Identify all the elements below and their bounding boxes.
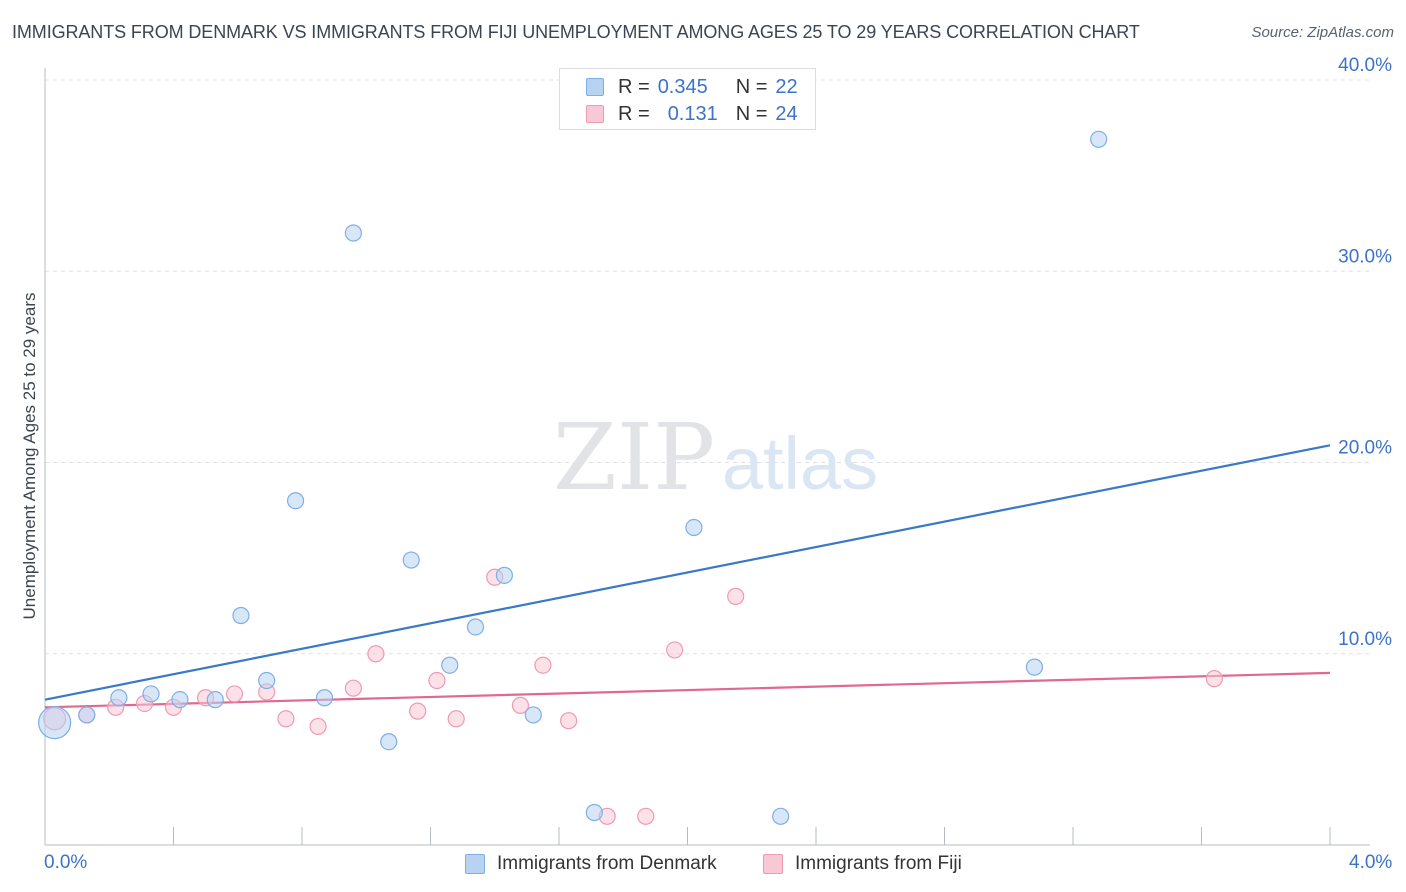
fiji-trend-line [44,671,1331,709]
bottom-legend-denmark: Immigrants from Denmark [465,852,717,876]
fiji-point [309,717,327,736]
denmark-point [441,656,459,674]
fiji-point [409,702,427,720]
denmark-point [286,492,305,510]
denmark-legend-label: Immigrants from Denmark [497,853,717,874]
fiji-legend-swatch [763,854,783,874]
denmark-point [315,689,334,707]
watermark-zip: ZIP [553,404,715,511]
fiji-legend-label: Immigrants from Fiji [795,853,962,874]
y-tick-label: 20.0% [1338,438,1392,459]
fiji-point [277,710,295,728]
denmark-point [380,733,398,751]
denmark-n-value: 22 [775,75,798,98]
fiji-n-label: N = [735,102,768,125]
denmark-point [78,706,96,724]
denmark-point [585,803,603,822]
y-tick-labels: 10.0% 20.0% 30.0% 40.0% [1338,55,1392,650]
legend-row-denmark: R = 0.345 N = 22 [586,75,798,99]
denmark-n-label: N = [735,75,768,98]
trend-lines [44,444,1331,709]
correlation-legend: R = 0.345 N = 22 R = 0.131 N = 24 [559,68,816,130]
denmark-legend-swatch [465,854,485,874]
grid-layer [45,79,1370,655]
fiji-point [447,710,465,728]
y-axis-title: Unemployment Among Ages 25 to 29 years [20,292,39,620]
fiji-r-value: 0.131 [667,102,718,125]
denmark-point [232,606,250,625]
fiji-point [637,807,655,825]
fiji-n-value: 24 [775,102,798,125]
watermark: ZIP atlas [553,404,878,511]
fiji-point [560,712,578,730]
legend-row-fiji: R = 0.131 N = 24 [586,102,798,126]
denmark-swatch [586,78,604,96]
fiji-point [225,685,244,703]
denmark-point [685,518,703,537]
fiji-point [534,656,552,674]
denmark-point [495,566,513,584]
denmark-r-label: R = [618,75,650,98]
chart-source: Source: ZipAtlas.com [1251,24,1394,41]
fiji-point [511,696,530,714]
denmark-point [206,691,224,709]
denmark-point [772,807,790,825]
watermark-atlas: atlas [722,422,878,505]
denmark-point [402,551,420,569]
fiji-point [666,641,684,659]
denmark-point [1025,658,1044,676]
fiji-point [344,679,362,697]
data-points [38,130,1223,825]
denmark-point [142,685,160,703]
x-tick-label-max: 4.0% [1349,852,1393,873]
denmark-point [1090,130,1108,148]
denmark-trend-line [44,444,1331,701]
y-tick-label: 10.0% [1338,629,1392,650]
fiji-point [367,645,385,663]
chart-title: IMMIGRANTS FROM DENMARK VS IMMIGRANTS FR… [12,22,1140,42]
denmark-r-value: 0.345 [657,75,708,98]
denmark-point [38,705,72,740]
denmark-point [171,691,189,709]
fiji-point [428,671,446,690]
y-tick-label: 40.0% [1338,55,1392,76]
fiji-swatch [586,105,604,123]
denmark-point [524,706,542,724]
fiji-point [727,587,745,605]
bottom-legend-fiji: Immigrants from Fiji [763,852,962,876]
fiji-point [1205,670,1223,688]
x-tick-label-min: 0.0% [44,852,88,873]
denmark-point [344,224,362,242]
denmark-point [466,618,485,636]
fiji-r-label: R = [618,102,650,125]
denmark-point [110,689,128,707]
denmark-point [258,671,276,690]
y-tick-label: 30.0% [1338,246,1392,267]
